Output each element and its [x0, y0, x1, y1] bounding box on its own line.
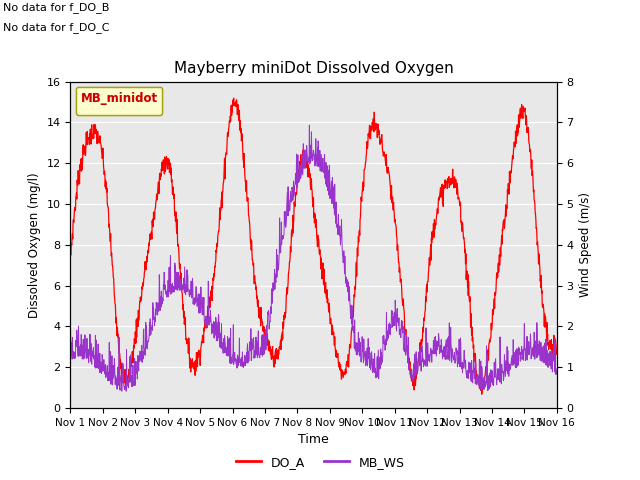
Title: Mayberry miniDot Dissolved Oxygen: Mayberry miniDot Dissolved Oxygen	[173, 61, 454, 76]
Legend: DO_A, MB_WS: DO_A, MB_WS	[230, 451, 410, 474]
Y-axis label: Wind Speed (m/s): Wind Speed (m/s)	[579, 192, 592, 297]
Y-axis label: Dissolved Oxygen (mg/l): Dissolved Oxygen (mg/l)	[28, 172, 41, 318]
Text: No data for f_DO_B: No data for f_DO_B	[3, 2, 109, 13]
X-axis label: Time: Time	[298, 433, 329, 446]
Text: No data for f_DO_C: No data for f_DO_C	[3, 22, 109, 33]
Legend: 	[76, 87, 162, 115]
